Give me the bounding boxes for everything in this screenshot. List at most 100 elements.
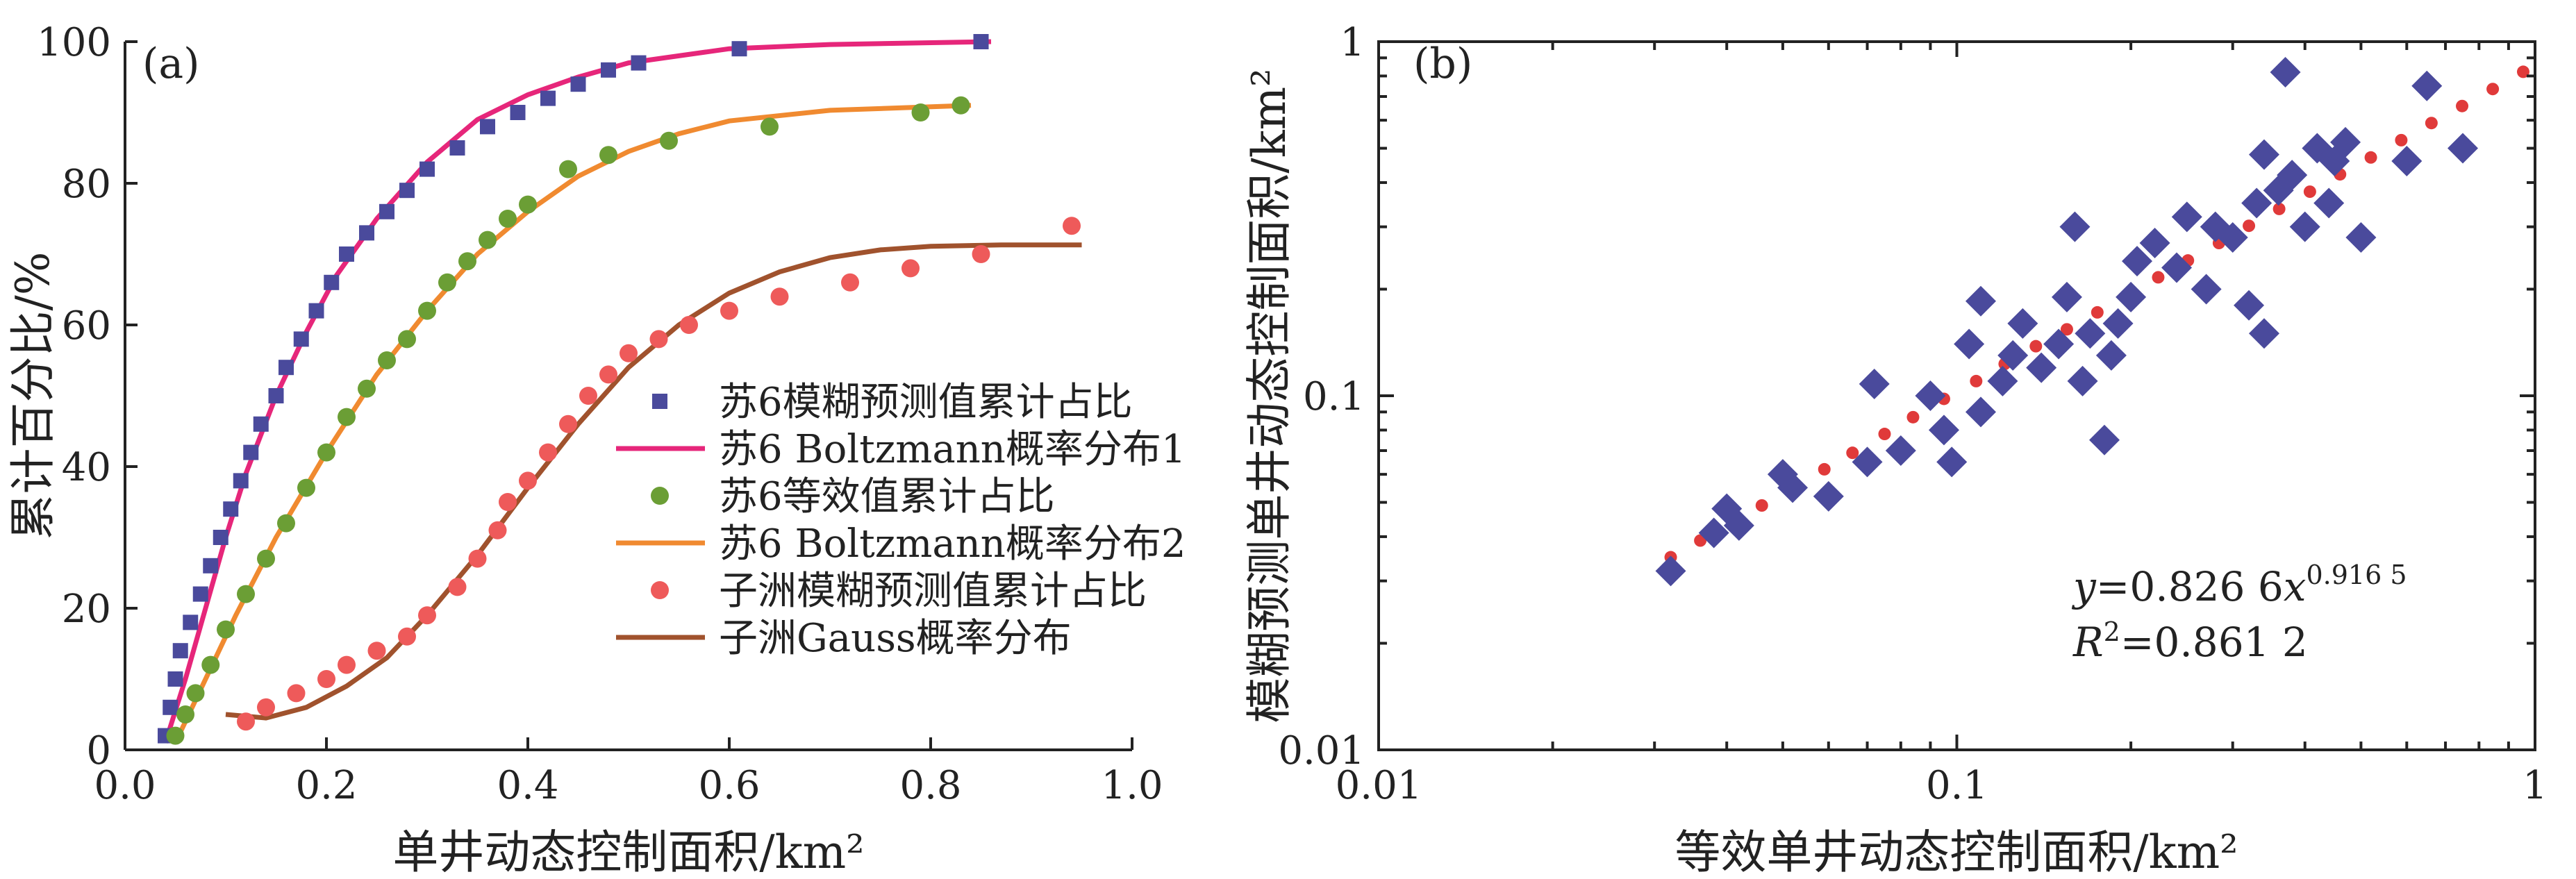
panel-b-point-31: [2161, 252, 2193, 283]
panel-b-point-22: [2059, 211, 2091, 242]
panel-b-point-23: [2067, 365, 2098, 396]
panel-b-fit-dot-19: [2243, 219, 2256, 233]
panel-b-fit-dot-7: [1878, 428, 1891, 441]
panel-b-x-axis-title: 等效单井动态控制面积/km²: [1675, 826, 2238, 879]
panel-b-point-28: [2116, 281, 2147, 312]
panel-a-point-s2-24: [911, 103, 930, 122]
panel-a-point-s4-6: [398, 627, 416, 646]
panel-a-point-s2-5: [237, 585, 255, 603]
panel-a-point-s0-22: [449, 140, 465, 156]
panel-a-point-s4-17: [620, 344, 638, 362]
panel-a-point-s2-9: [317, 443, 335, 462]
panel-b-x-tick-label: 1: [2523, 763, 2548, 808]
fit-r2: R2=0.861 2: [2072, 617, 2308, 666]
panel-b: 0.01 0.1 1 0.01 0.1 1 (b) 等效单井动态控制面积/km² 模糊预…: [1243, 20, 2548, 879]
panel-b-fit-dot-28: [2516, 65, 2529, 78]
panel-a-point-s0-10: [243, 444, 259, 460]
panel-a-point-s0-29: [731, 41, 747, 57]
panel-b-point-41: [2277, 160, 2308, 191]
panel-a-point-s4-7: [418, 606, 436, 625]
panel-a-point-s0-8: [223, 501, 239, 517]
panel-b-point-42: [2289, 211, 2320, 242]
panel-a-point-s4-19: [680, 316, 698, 334]
panel-b-fit-dot-24: [2395, 133, 2408, 146]
panel-a-point-s0-17: [339, 246, 354, 262]
panel-a-plot-area: [158, 34, 1082, 745]
panel-b-point-37: [2241, 187, 2272, 219]
fit-equation-exponent: 0.916 5: [2306, 560, 2407, 590]
panel-a-x-tick-label: 0.0: [94, 763, 156, 808]
panel-a-point-s4-2: [287, 684, 306, 703]
panel-b-point-36: [2234, 290, 2265, 321]
panel-a-point-s0-28: [631, 55, 647, 71]
panel-a-point-s0-9: [233, 473, 249, 489]
panel-b-point-29: [2122, 246, 2153, 277]
panel-a-point-s2-13: [398, 330, 416, 349]
panel-b-point-13: [1954, 328, 1985, 360]
panel-a-point-s0-11: [253, 416, 269, 432]
panel-a-x-tick-label: 0.4: [497, 763, 558, 808]
panel-a-point-s4-25: [1063, 217, 1081, 235]
panel-a-point-s0-6: [203, 558, 219, 574]
panel-b-point-7: [1852, 446, 1883, 478]
panel-a-point-s2-20: [559, 160, 577, 178]
panel-a-point-s0-3: [172, 643, 188, 659]
panel-a-point-s4-9: [468, 549, 487, 568]
panel-a-point-s2-0: [166, 726, 185, 745]
panel-a-point-s0-12: [268, 388, 284, 403]
panel-a-curve-5: [225, 242, 1082, 721]
panel-a-point-s4-13: [539, 443, 557, 462]
panel-a-point-s0-15: [308, 303, 324, 319]
panel-a-point-s4-1: [257, 698, 275, 717]
panel-b-fit-dot-23: [2364, 151, 2377, 164]
panel-a-point-s4-3: [317, 670, 335, 688]
panel-a-point-s0-7: [213, 530, 228, 545]
panel-b-point-18: [2007, 308, 2038, 339]
panel-b-fit-dot-26: [2456, 99, 2469, 112]
panel-b-x-ticks: 0.01 0.1 1: [1336, 42, 2548, 808]
panel-b-point-0: [1655, 555, 1686, 587]
legend-swatch-circle: [651, 487, 669, 505]
panel-a-point-s0-13: [279, 360, 294, 376]
panel-b-point-49: [2411, 70, 2443, 101]
panel-b-fit-dot-16: [2152, 271, 2165, 284]
panel-a-point-s4-11: [499, 493, 517, 511]
panel-b-point-47: [2345, 221, 2377, 253]
panel-b-label: (b): [1413, 40, 1472, 88]
panel-b-x-tick-label: 0.01: [1336, 763, 1422, 808]
panel-b-point-15: [1965, 285, 1996, 317]
panel-a-point-s0-21: [419, 161, 435, 177]
panel-a-point-s4-4: [338, 655, 356, 674]
fit-r2-sup: 2: [2104, 617, 2120, 647]
panel-b-fit-dot-6: [1846, 446, 1859, 460]
panel-a-point-s2-18: [499, 210, 517, 228]
panel-b-point-1: [1698, 517, 1729, 549]
panel-a-point-s0-4: [183, 614, 199, 630]
panel-b-point-9: [1885, 435, 1916, 466]
fit-r2-symbol: R: [2072, 619, 2104, 666]
panel-a: 0.0 0.2 0.4 0.6 0.8 1.0 0 20 40 60 80 100 (a) 单井动态…: [6, 20, 1186, 879]
panel-a-point-s0-18: [359, 225, 374, 241]
panel-b-point-25: [2089, 424, 2120, 455]
panel-a-y-tick-label: 20: [62, 587, 111, 632]
fit-equation-y: y: [2071, 563, 2097, 610]
legend-label: 苏6 Boltzmann概率分布1: [719, 427, 1186, 472]
fit-r2-value: =0.861 2: [2120, 619, 2308, 666]
panel-b-point-46: [2330, 126, 2361, 158]
panel-a-point-s2-17: [479, 231, 497, 249]
legend-label: 苏6 Boltzmann概率分布2: [719, 521, 1186, 567]
panel-b-point-33: [2191, 274, 2222, 305]
panel-b-point-14: [1965, 396, 1996, 428]
panel-b-point-5: [1777, 472, 1809, 503]
panel-a-x-tick-label: 1.0: [1101, 763, 1163, 808]
panel-b-point-27: [2102, 308, 2134, 339]
panel-a-x-tick-label: 0.8: [899, 763, 961, 808]
panel-a-point-s2-12: [378, 351, 396, 369]
panel-b-point-35: [2217, 221, 2248, 253]
panel-a-y-tick-label: 80: [62, 162, 111, 207]
panel-a-point-s4-24: [972, 245, 990, 263]
panel-a-point-s0-30: [973, 34, 989, 49]
panel-a-point-s0-1: [163, 699, 178, 715]
panel-a-point-s0-5: [192, 586, 208, 602]
